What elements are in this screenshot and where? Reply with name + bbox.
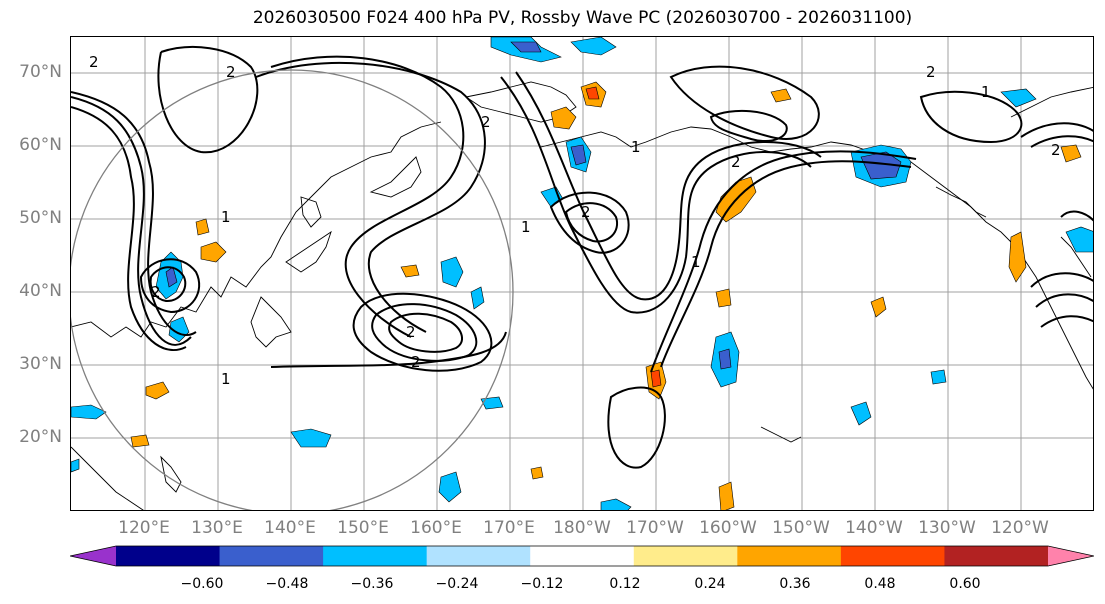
lon-label-130W: 130°W — [918, 518, 976, 538]
contour-label: 2 — [411, 353, 421, 371]
lat-label-40: 40°N — [19, 281, 62, 301]
colorbar-tick: 0.60 — [949, 576, 981, 592]
colorbar-segment — [70, 546, 116, 566]
lon-label-160W: 160°W — [699, 518, 757, 538]
graticule — [71, 37, 1093, 510]
contour-labels: 2 2 1 2 2 1 2 2 1 2 1 2 1 2 1 2 — [89, 53, 1061, 388]
contour-label: 2 — [226, 63, 236, 81]
colorbar-segment — [116, 546, 221, 566]
lon-label-180W: 180°W — [553, 518, 611, 538]
colorbar-segment — [1048, 546, 1094, 566]
contour-label: 2 — [151, 283, 161, 301]
colorbar-tick: −0.60 — [180, 576, 224, 592]
colorbar-tick: −0.36 — [350, 576, 394, 592]
contour-label: 2 — [926, 63, 936, 81]
contour-label: 1 — [521, 218, 531, 236]
colorbar-tick: 0.36 — [779, 576, 811, 592]
colorbar-tick: 0.24 — [694, 576, 726, 592]
colorbar-segment — [840, 546, 945, 566]
lon-label-170E: 170°E — [483, 518, 535, 538]
contour-label: 1 — [691, 253, 701, 271]
colorbar-tick: −0.48 — [265, 576, 309, 592]
map-title: 2026030500 F024 400 hPa PV, Rossby Wave … — [252, 8, 913, 28]
lon-label-130E: 130°E — [191, 518, 243, 538]
colorbar-segment — [944, 546, 1049, 566]
lon-label-140E: 140°E — [264, 518, 316, 538]
lon-label-150E: 150°E — [337, 518, 389, 538]
lon-label-120W: 120°W — [991, 518, 1049, 538]
colorbar-segment — [219, 546, 324, 566]
contour-label: 1 — [631, 138, 641, 156]
contour-label: 2 — [581, 203, 591, 221]
contour-label: 1 — [221, 208, 231, 226]
colorbar-segment — [323, 546, 428, 566]
lat-label-70: 70°N — [19, 62, 62, 82]
contour-label: 2 — [731, 153, 741, 171]
colorbar-tick: −0.12 — [520, 576, 564, 592]
colorbar — [70, 545, 1094, 567]
lon-label-150W: 150°W — [772, 518, 830, 538]
contour-label: 1 — [981, 83, 991, 101]
lon-label-140W: 140°W — [845, 518, 903, 538]
lon-label-170W: 170°W — [626, 518, 684, 538]
contour-label: 2 — [89, 53, 99, 71]
lat-label-50: 50°N — [19, 208, 62, 228]
lat-label-20: 20°N — [19, 427, 62, 447]
contour-label: 2 — [1051, 141, 1061, 159]
colorbar-segment — [633, 546, 738, 566]
colorbar-segment — [426, 546, 531, 566]
great-circle — [71, 69, 514, 510]
lon-label-160E: 160°E — [410, 518, 462, 538]
lon-label-120E: 120°E — [118, 518, 170, 538]
colorbar-segment — [737, 546, 842, 566]
lat-label-30: 30°N — [19, 354, 62, 374]
map-canvas: 2 2 1 2 2 1 2 2 1 2 1 2 1 2 1 2 — [71, 37, 1093, 510]
colorbar-tick: 0.12 — [609, 576, 641, 592]
contour-label: 2 — [406, 323, 416, 341]
pv-contours — [71, 46, 1093, 469]
colorbar-outline — [70, 545, 1094, 567]
colorbar-tick: 0.48 — [864, 576, 896, 592]
colorbar-tick: −0.24 — [435, 576, 479, 592]
contour-label: 2 — [481, 113, 491, 131]
lat-label-60: 60°N — [19, 135, 62, 155]
colorbar-segment — [530, 546, 635, 566]
coastlines — [71, 81, 1093, 510]
contour-label: 1 — [221, 370, 231, 388]
map-panel: 2 2 1 2 2 1 2 2 1 2 1 2 1 2 1 2 — [70, 36, 1094, 511]
